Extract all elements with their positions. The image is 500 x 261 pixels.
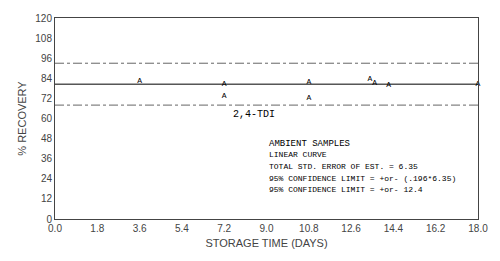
svg-text:108: 108 bbox=[35, 33, 52, 44]
svg-text:0.0: 0.0 bbox=[48, 223, 62, 234]
svg-text:96: 96 bbox=[41, 53, 53, 64]
svg-text:12.6: 12.6 bbox=[341, 223, 361, 234]
svg-text:A: A bbox=[137, 76, 142, 85]
svg-text:LINEAR CURVE: LINEAR CURVE bbox=[269, 150, 327, 159]
svg-text:1.8: 1.8 bbox=[90, 223, 104, 234]
svg-text:AMBIENT SAMPLES: AMBIENT SAMPLES bbox=[269, 139, 350, 149]
svg-text:120: 120 bbox=[35, 13, 52, 24]
svg-text:48: 48 bbox=[41, 133, 53, 144]
svg-text:36: 36 bbox=[41, 153, 53, 164]
svg-text:95% CONFIDENCE LIMIT = +or- 12: 95% CONFIDENCE LIMIT = +or- 12.4 bbox=[269, 185, 423, 194]
svg-text:A: A bbox=[476, 79, 481, 88]
svg-text:A: A bbox=[222, 91, 227, 100]
svg-text:3.6: 3.6 bbox=[133, 223, 147, 234]
svg-text:A: A bbox=[222, 79, 227, 88]
svg-text:95% CONFIDENCE LIMIT = +or- (.: 95% CONFIDENCE LIMIT = +or- (.196*6.35) bbox=[269, 174, 456, 183]
svg-text:18.0: 18.0 bbox=[468, 223, 488, 234]
svg-text:TOTAL STD. ERROR OF EST. = 6.3: TOTAL STD. ERROR OF EST. = 6.35 bbox=[269, 162, 418, 171]
svg-text:A: A bbox=[367, 74, 372, 83]
svg-text:72: 72 bbox=[41, 93, 53, 104]
svg-text:A: A bbox=[306, 93, 311, 102]
svg-text:9.0: 9.0 bbox=[260, 223, 274, 234]
svg-text:14.4: 14.4 bbox=[384, 223, 404, 234]
svg-text:0: 0 bbox=[46, 214, 52, 225]
svg-text:16.2: 16.2 bbox=[426, 223, 446, 234]
svg-text:A: A bbox=[386, 80, 391, 89]
svg-text:5.4: 5.4 bbox=[175, 223, 189, 234]
svg-text:24: 24 bbox=[41, 173, 53, 184]
svg-text:% RECOVERY: % RECOVERY bbox=[16, 81, 28, 156]
svg-text:STORAGE TIME (DAYS): STORAGE TIME (DAYS) bbox=[205, 237, 327, 249]
svg-text:10.8: 10.8 bbox=[299, 223, 319, 234]
svg-text:A: A bbox=[372, 78, 377, 87]
svg-text:A: A bbox=[306, 77, 311, 86]
svg-text:12: 12 bbox=[41, 193, 53, 204]
svg-text:2,4-TDI: 2,4-TDI bbox=[233, 109, 275, 120]
svg-text:7.2: 7.2 bbox=[217, 223, 231, 234]
svg-text:60: 60 bbox=[41, 113, 53, 124]
svg-text:84: 84 bbox=[41, 73, 53, 84]
